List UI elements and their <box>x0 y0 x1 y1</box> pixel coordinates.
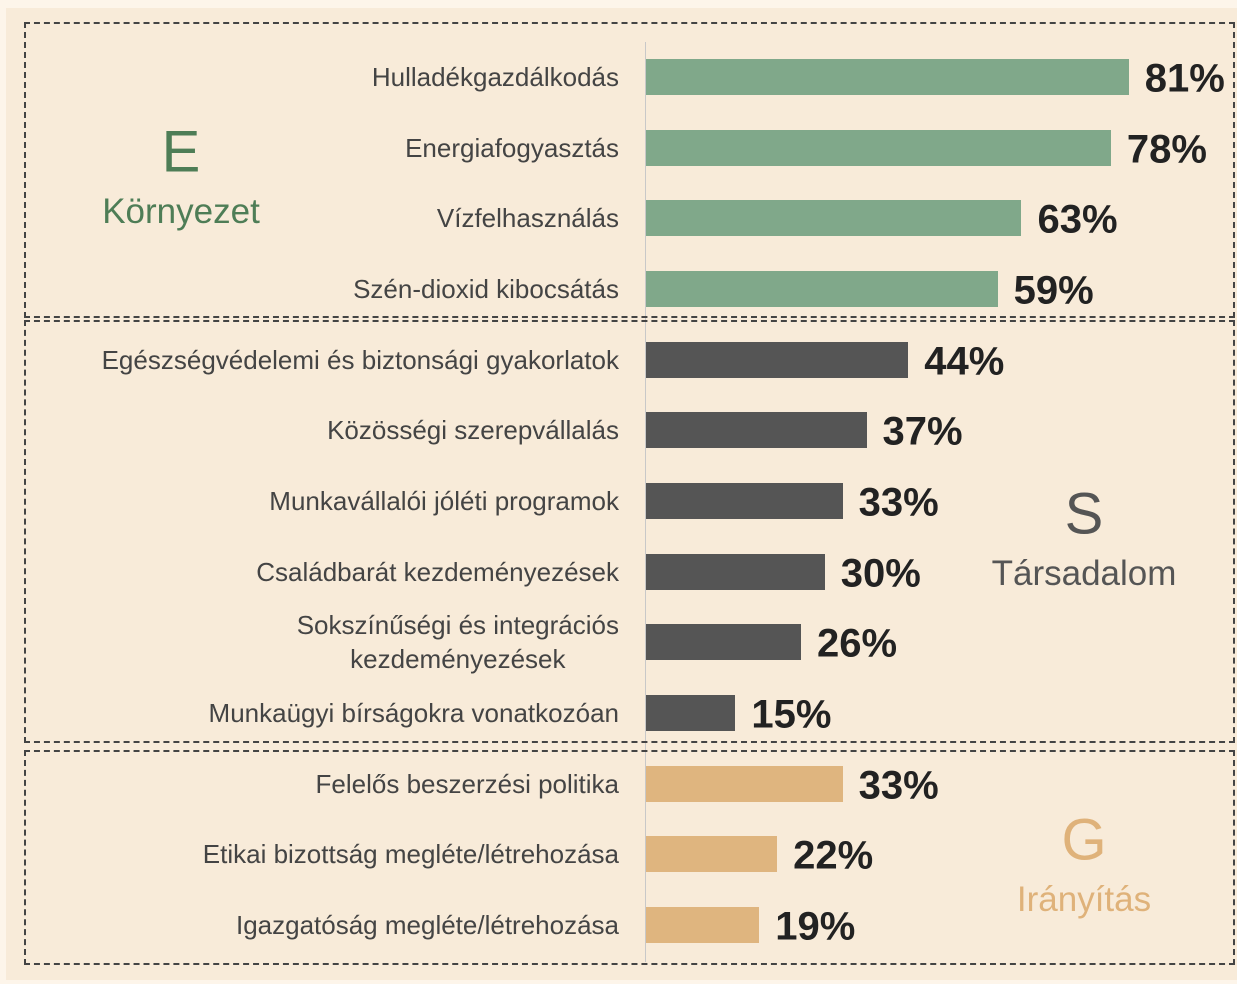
value-label: 33% <box>858 763 939 808</box>
bar <box>646 129 1111 166</box>
category-label: Családbarát kezdeményezések <box>256 556 619 587</box>
bar <box>646 271 998 307</box>
category-label: Szén-dioxid kibocsátás <box>353 274 619 304</box>
bar <box>646 695 736 732</box>
value-label: 30% <box>840 551 921 596</box>
group-box <box>24 750 1235 965</box>
group-letter: G <box>1061 807 1107 872</box>
group-box <box>24 22 1235 318</box>
bar <box>646 412 867 449</box>
category-label: Energiafogyasztás <box>405 132 619 163</box>
value-label: 33% <box>858 480 939 525</box>
category-label: Munkaügyi bírságokra vonatkozóan <box>208 698 619 729</box>
category-label: Közösségi szerepvállalás <box>327 415 619 446</box>
group-name: Társadalom <box>991 553 1177 593</box>
bar <box>646 836 778 873</box>
value-label: 59% <box>1013 268 1094 313</box>
category-label: Munkavállalói jóléti programok <box>269 486 619 517</box>
value-label: 26% <box>816 621 898 666</box>
category-label: Hulladékgazdálkodás <box>371 62 619 92</box>
group-name: Irányítás <box>1016 879 1152 919</box>
category-label: Etikai bizottság megléte/létrehozása <box>202 839 619 870</box>
category-label: Vízfelhasználás <box>436 203 619 234</box>
group-name: Környezet <box>102 192 260 231</box>
value-label: 78% <box>1126 127 1207 172</box>
value-label: 19% <box>775 904 856 949</box>
bar <box>646 624 801 661</box>
bar <box>646 341 909 378</box>
bar <box>646 907 760 944</box>
value-label: 37% <box>882 409 963 454</box>
value-label: 81% <box>1144 56 1225 101</box>
axis-line <box>645 42 646 962</box>
value-label: 44% <box>924 339 1005 384</box>
group-letter: E <box>161 119 201 185</box>
category-label: Igazgatóság megléte/létrehozása <box>235 910 619 941</box>
bar <box>646 59 1129 95</box>
value-label: 15% <box>751 692 832 737</box>
value-label: 22% <box>793 833 874 878</box>
category-label: Felelős beszerzési politika <box>315 768 619 799</box>
value-label: 63% <box>1037 197 1118 242</box>
bar <box>646 765 843 802</box>
bar <box>646 553 825 590</box>
category-label: Sokszínűségi és integrációs kezdeményezé… <box>296 610 619 675</box>
bar <box>646 200 1022 237</box>
category-label: Egészségvédelemi és biztonsági gyakorlat… <box>101 344 619 375</box>
bar <box>646 483 843 520</box>
group-box <box>24 320 1235 743</box>
group-letter: S <box>1064 481 1104 546</box>
panel <box>6 8 1237 980</box>
